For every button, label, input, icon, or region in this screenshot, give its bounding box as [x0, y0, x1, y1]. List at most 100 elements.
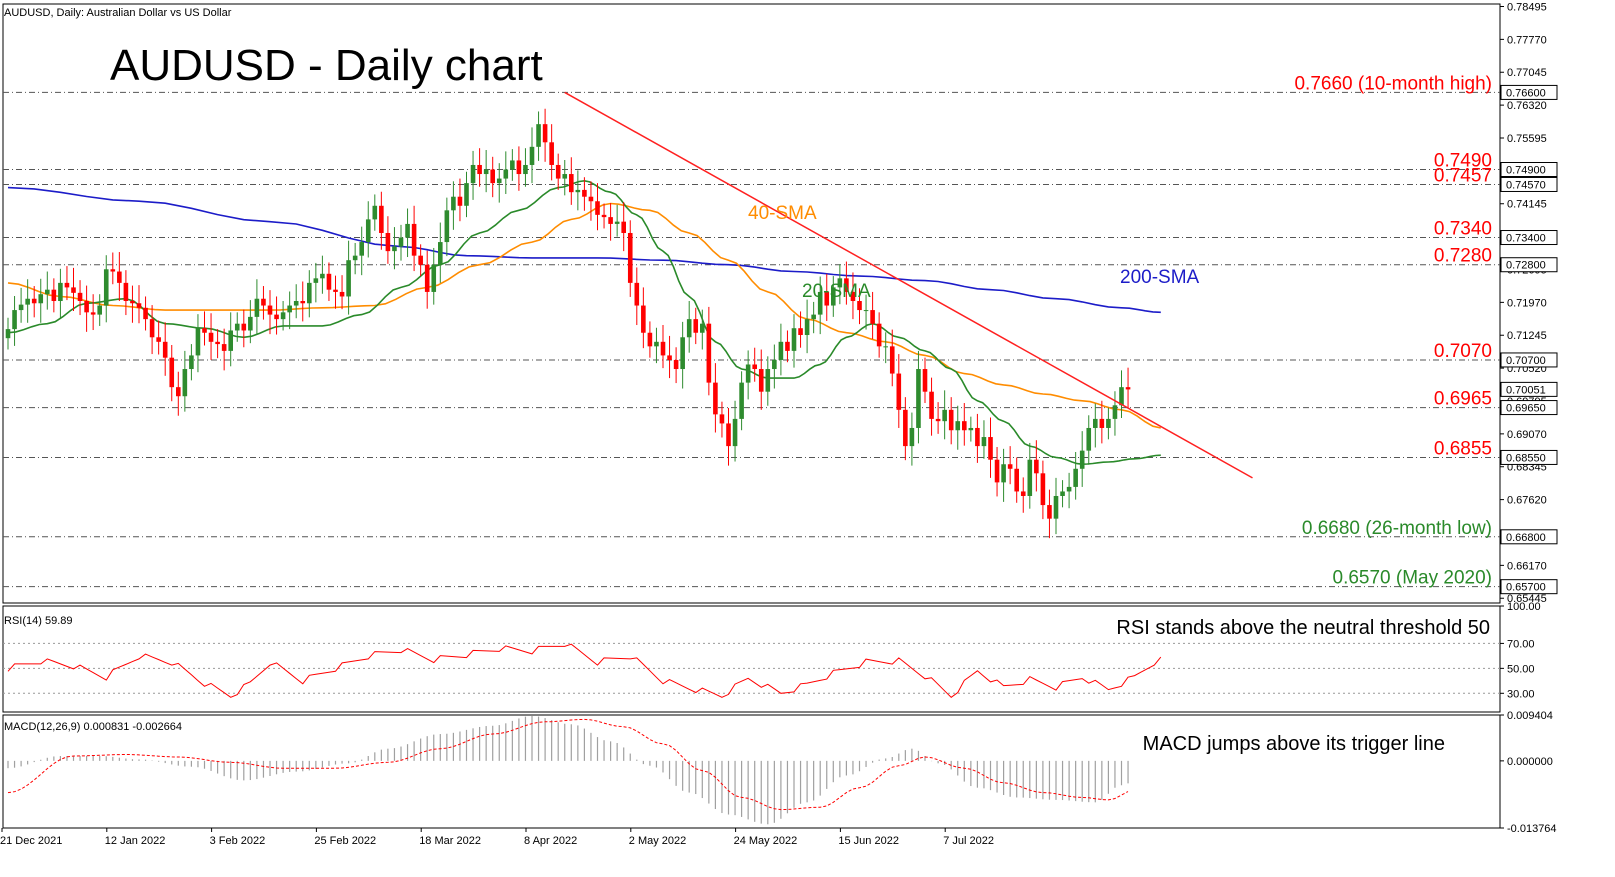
candle-body[interactable] — [510, 160, 515, 170]
candle-body[interactable] — [896, 373, 902, 410]
candle-body[interactable] — [339, 291, 345, 297]
candle-body[interactable] — [988, 437, 993, 460]
candle-body[interactable] — [817, 291, 823, 315]
candle-body[interactable] — [18, 304, 24, 311]
candle-body[interactable] — [555, 164, 561, 179]
candle-body[interactable] — [844, 278, 849, 292]
candle-body[interactable] — [470, 164, 476, 184]
candle-body[interactable] — [778, 341, 784, 360]
candle-body[interactable] — [267, 305, 273, 315]
candle-body[interactable] — [162, 341, 168, 358]
candle-body[interactable] — [1027, 459, 1033, 496]
candle-body[interactable] — [438, 242, 443, 265]
candle-body[interactable] — [1060, 491, 1065, 496]
candle-body[interactable] — [359, 242, 364, 256]
candle-body[interactable] — [588, 196, 594, 202]
candle-body[interactable] — [536, 124, 541, 147]
candle-body[interactable] — [405, 223, 410, 238]
candle-body[interactable] — [922, 369, 928, 392]
candle-body[interactable] — [379, 205, 384, 233]
candle-body[interactable] — [385, 232, 391, 252]
candle-body[interactable] — [909, 427, 915, 447]
candle-body[interactable] — [483, 169, 489, 175]
candle-body[interactable] — [700, 323, 705, 333]
candle-body[interactable] — [660, 341, 666, 356]
candle-body[interactable] — [71, 287, 76, 293]
candle-body[interactable] — [143, 307, 148, 320]
candle-body[interactable] — [857, 301, 862, 311]
candle-body[interactable] — [352, 255, 358, 261]
candle-body[interactable] — [149, 319, 155, 338]
candle-body[interactable] — [765, 369, 771, 392]
candle-body[interactable] — [372, 205, 378, 220]
candle-body[interactable] — [444, 210, 450, 243]
candle-body[interactable] — [5, 329, 11, 339]
candle-body[interactable] — [654, 341, 659, 347]
candle-body[interactable] — [1106, 418, 1111, 428]
candle-body[interactable] — [582, 189, 587, 197]
candle-body[interactable] — [994, 459, 1000, 483]
candle-body[interactable] — [12, 310, 17, 330]
candle-body[interactable] — [889, 346, 895, 374]
candle-body[interactable] — [745, 364, 751, 383]
candle-body[interactable] — [228, 330, 233, 351]
candle-body[interactable] — [58, 282, 63, 302]
candle-body[interactable] — [542, 124, 548, 143]
candle-body[interactable] — [215, 341, 220, 345]
candle-body[interactable] — [195, 328, 201, 356]
candle-body[interactable] — [680, 337, 685, 370]
candle-body[interactable] — [117, 271, 122, 283]
candle-body[interactable] — [732, 418, 738, 447]
candle-body[interactable] — [739, 382, 744, 419]
candle-body[interactable] — [130, 301, 135, 304]
candle-body[interactable] — [418, 255, 423, 265]
candle-body[interactable] — [529, 146, 535, 165]
candle-body[interactable] — [719, 414, 725, 424]
candle-body[interactable] — [693, 319, 699, 333]
candle-body[interactable] — [601, 214, 607, 218]
candle-body[interactable] — [287, 305, 292, 313]
candle-body[interactable] — [634, 282, 640, 306]
candle-body[interactable] — [785, 341, 790, 351]
candle-body[interactable] — [1020, 491, 1026, 496]
candle-body[interactable] — [647, 332, 653, 347]
candle-body[interactable] — [870, 310, 875, 324]
candle-body[interactable] — [686, 319, 692, 338]
candle-body[interactable] — [569, 174, 574, 193]
candle-body[interactable] — [798, 328, 803, 336]
candle-body[interactable] — [1093, 418, 1098, 428]
candle-body[interactable] — [916, 369, 921, 428]
candle-body[interactable] — [234, 323, 240, 331]
candle-body[interactable] — [189, 355, 194, 370]
candle-body[interactable] — [110, 269, 116, 272]
candle-body[interactable] — [411, 223, 417, 256]
candle-body[interactable] — [791, 328, 797, 351]
candle-body[interactable] — [850, 291, 856, 302]
candle-body[interactable] — [968, 427, 974, 431]
candle-body[interactable] — [45, 289, 50, 295]
candle-body[interactable] — [811, 314, 816, 320]
candles[interactable] — [5, 108, 1131, 539]
candle-body[interactable] — [1119, 387, 1124, 406]
candle-body[interactable] — [641, 305, 646, 333]
candle-body[interactable] — [31, 298, 37, 304]
candle-body[interactable] — [614, 221, 620, 224]
candle-body[interactable] — [248, 316, 253, 331]
candle-body[interactable] — [431, 264, 437, 292]
candle-body[interactable] — [169, 357, 175, 388]
candle-body[interactable] — [136, 303, 142, 308]
candle-body[interactable] — [293, 301, 299, 306]
candle-body[interactable] — [490, 169, 495, 184]
candle-body[interactable] — [713, 382, 718, 415]
candle-body[interactable] — [772, 359, 777, 370]
candle-body[interactable] — [549, 142, 554, 165]
candle-body[interactable] — [876, 323, 882, 347]
candle-body[interactable] — [424, 264, 430, 292]
candle-body[interactable] — [274, 314, 279, 320]
candle-body[interactable] — [1099, 418, 1105, 428]
candle-body[interactable] — [320, 273, 325, 279]
candle-body[interactable] — [575, 189, 581, 193]
candle-body[interactable] — [1047, 505, 1052, 519]
candle-body[interactable] — [1040, 473, 1046, 506]
